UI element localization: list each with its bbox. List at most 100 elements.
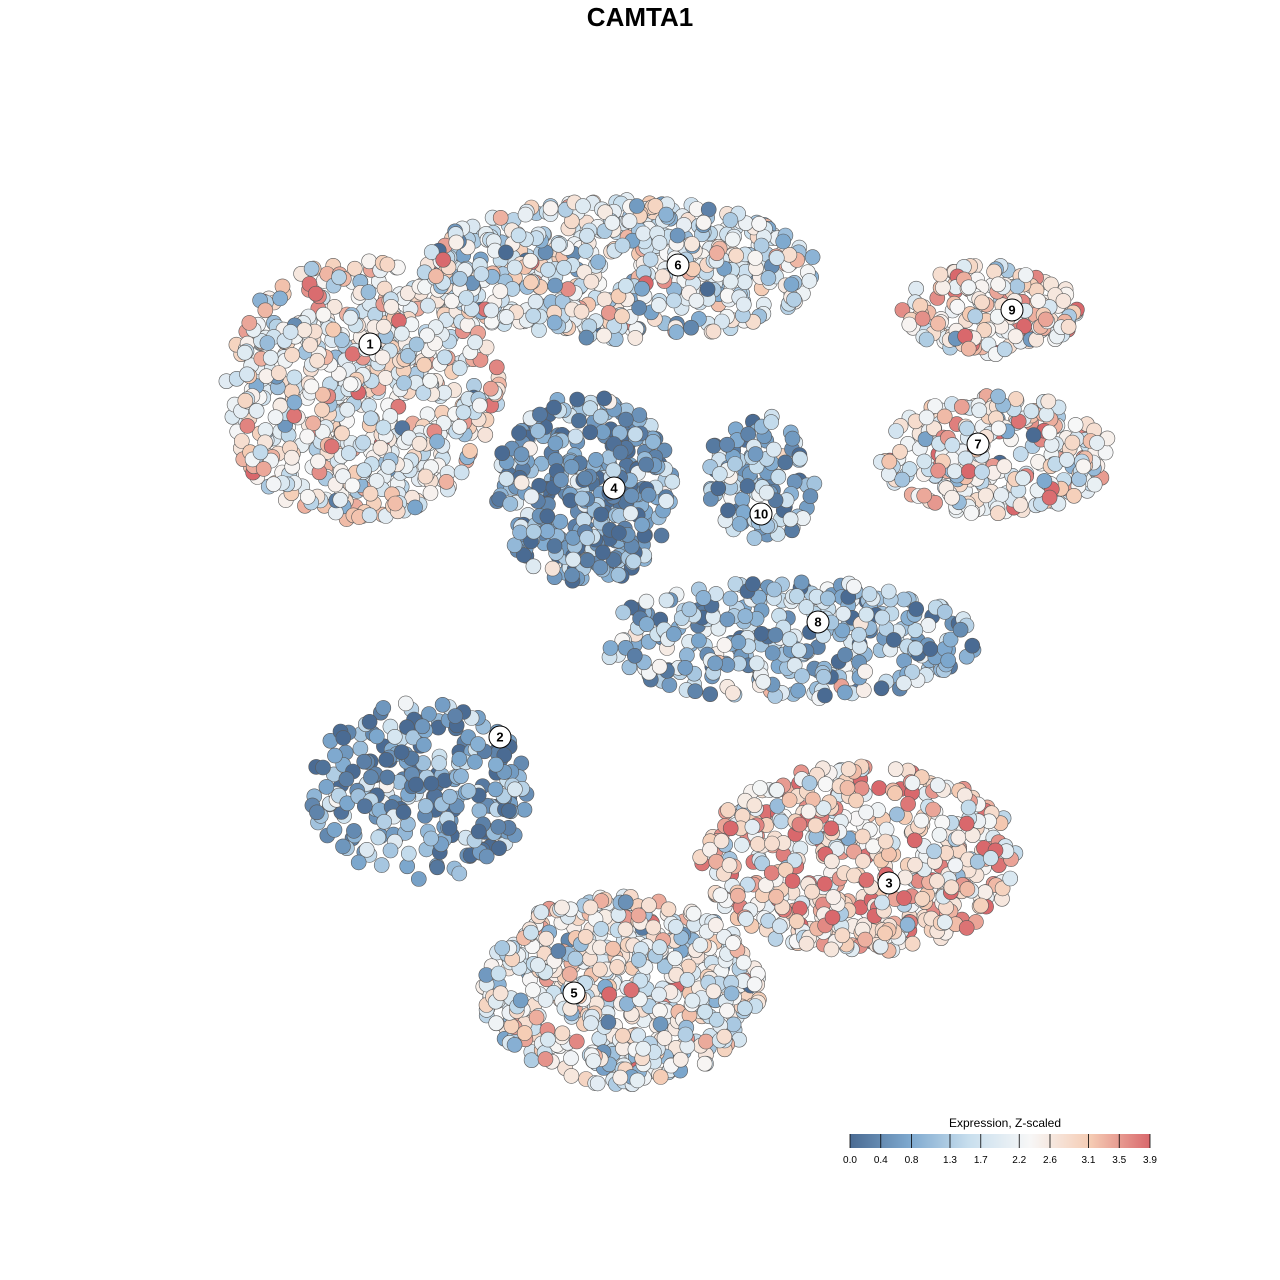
cell-point (691, 632, 707, 649)
cell-point (239, 418, 256, 434)
cell-point (530, 423, 546, 439)
cell-point (470, 736, 486, 752)
cluster-label-text: 7 (974, 437, 981, 452)
cell-point (916, 453, 933, 470)
cell-point (964, 637, 981, 654)
cell-point (728, 247, 745, 264)
cell-point (585, 1053, 602, 1069)
cell-point (378, 751, 395, 768)
cell-point (734, 837, 750, 853)
cell-point (547, 435, 564, 452)
cell-point (719, 1002, 735, 1019)
cell-point (602, 640, 619, 656)
cell-point (885, 632, 902, 648)
cell-point (338, 771, 355, 788)
cell-point (754, 855, 770, 872)
cell-point (516, 801, 533, 818)
cell-point (310, 453, 326, 470)
cell-point (719, 611, 736, 628)
cell-point (234, 433, 250, 449)
cell-point (707, 655, 723, 672)
cell-point (494, 940, 511, 956)
cell-point (327, 747, 343, 764)
cell-point (640, 486, 657, 503)
cell-point (530, 957, 546, 973)
cell-point (630, 952, 647, 968)
cell-point (498, 309, 515, 325)
cell-point (858, 872, 875, 888)
cell-point (936, 604, 953, 620)
cell-point (722, 273, 739, 290)
cell-point (658, 592, 675, 609)
cell-point (700, 201, 717, 218)
cell-point (652, 1069, 669, 1085)
cell-point (990, 420, 1007, 437)
cell-point (315, 306, 332, 323)
cell-point (368, 473, 385, 489)
cell-point (387, 495, 404, 512)
cell-point (960, 463, 977, 480)
cell-point (373, 857, 390, 873)
cell-point (873, 680, 890, 697)
cluster-label: 2 (488, 725, 512, 749)
cell-point (393, 744, 410, 761)
cell-point (651, 939, 668, 956)
cell-point (471, 397, 488, 414)
cell-point (914, 890, 931, 907)
cell-point (339, 401, 356, 418)
cell-point (560, 281, 576, 297)
cell-point (335, 730, 352, 746)
cell-point (815, 668, 832, 685)
cell-point (769, 782, 785, 798)
cell-point (654, 268, 671, 285)
cell-point (546, 314, 563, 331)
cell-point (326, 298, 343, 315)
cell-point (819, 590, 836, 607)
cell-point (931, 826, 948, 843)
cell-point (237, 344, 253, 361)
cell-point (574, 490, 590, 507)
cell-point (894, 471, 911, 488)
cell-point (502, 496, 519, 512)
cell-point (996, 458, 1013, 475)
cell-point (889, 806, 905, 823)
cell-point (467, 754, 483, 770)
cell-point (593, 921, 609, 937)
cell-point (1060, 318, 1077, 335)
cell-point (579, 552, 596, 569)
cluster-label-text: 1 (366, 337, 373, 352)
cell-point (525, 982, 541, 998)
cell-point (626, 647, 643, 664)
cell-point (958, 920, 975, 936)
cell-point (744, 819, 761, 835)
cluster-label-text: 10 (754, 507, 768, 522)
cell-point (339, 795, 356, 812)
cell-point (565, 551, 582, 568)
cell-point (652, 1002, 668, 1019)
cluster-label-text: 2 (496, 730, 503, 745)
cell-point (283, 449, 300, 466)
cell-point (1025, 427, 1042, 443)
cell-point (930, 462, 947, 479)
cell-point (748, 655, 765, 672)
cell-point (747, 446, 764, 462)
cell-point (241, 315, 258, 331)
cell-point (567, 428, 584, 445)
cell-point (593, 506, 609, 523)
cell-point (916, 487, 933, 504)
cell-point (745, 576, 761, 592)
cell-point (823, 853, 840, 870)
cell-point (791, 900, 808, 917)
cell-point (990, 276, 1007, 293)
cell-point (753, 625, 770, 642)
cell-point (684, 992, 701, 1009)
cell-point (977, 884, 993, 901)
cell-point (577, 470, 593, 487)
cell-point (723, 985, 740, 1002)
cell-point (527, 293, 544, 310)
cell-point (692, 937, 709, 953)
cell-point (516, 1025, 533, 1041)
cell-point (645, 433, 661, 450)
cell-point (356, 753, 373, 770)
cell-point (596, 390, 613, 407)
